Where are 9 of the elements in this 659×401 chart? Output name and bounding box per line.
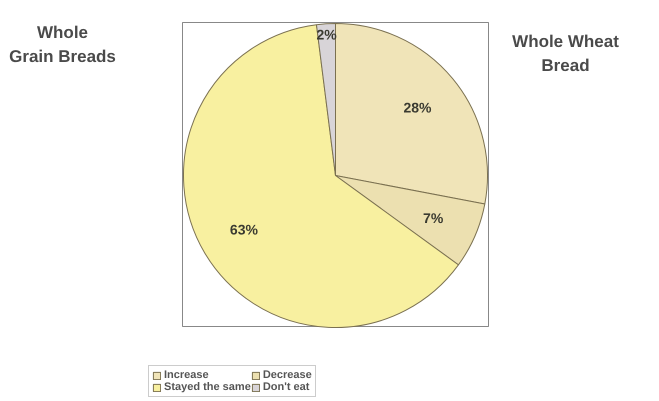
legend-label: Stayed the same [164, 381, 251, 393]
legend-label: Decrease [262, 369, 312, 381]
legend-label: Don't eat [262, 381, 310, 393]
data-label: 7% [423, 210, 444, 226]
data-label: 28% [403, 100, 432, 116]
legend-label: Increase [164, 369, 209, 381]
text: Whole Grain Breads [9, 23, 116, 66]
data-label: 63% [230, 222, 258, 238]
text: Whole Wheat Bread [512, 32, 620, 75]
